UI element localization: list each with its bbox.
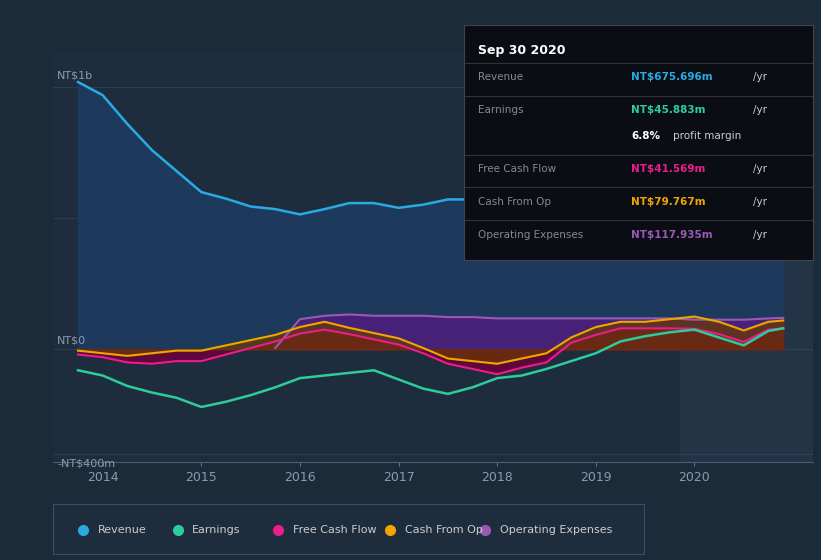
Text: Earnings: Earnings [192, 525, 241, 535]
Text: /yr: /yr [754, 197, 768, 207]
Text: NT$117.935m: NT$117.935m [631, 230, 713, 240]
Text: NT$45.883m: NT$45.883m [631, 105, 706, 115]
Text: Free Cash Flow: Free Cash Flow [478, 164, 556, 174]
Text: /yr: /yr [754, 164, 768, 174]
Text: Earnings: Earnings [478, 105, 523, 115]
Text: Free Cash Flow: Free Cash Flow [293, 525, 376, 535]
Text: Operating Expenses: Operating Expenses [478, 230, 583, 240]
Text: Revenue: Revenue [478, 72, 523, 82]
Text: NT$1b: NT$1b [57, 71, 94, 81]
Text: Cash From Op: Cash From Op [478, 197, 551, 207]
Text: Cash From Op: Cash From Op [405, 525, 483, 535]
Text: /yr: /yr [754, 105, 768, 115]
Text: NT$675.696m: NT$675.696m [631, 72, 713, 82]
Text: profit margin: profit margin [673, 131, 741, 141]
Text: NT$41.569m: NT$41.569m [631, 164, 706, 174]
Text: NT$79.767m: NT$79.767m [631, 197, 706, 207]
Text: Sep 30 2020: Sep 30 2020 [478, 44, 566, 57]
Text: NT$0: NT$0 [57, 335, 86, 345]
Text: 6.8%: 6.8% [631, 131, 660, 141]
Bar [680, 53, 813, 462]
Text: Revenue: Revenue [98, 525, 146, 535]
Text: Operating Expenses: Operating Expenses [500, 525, 612, 535]
Text: /yr: /yr [754, 230, 768, 240]
Text: -NT$400m: -NT$400m [57, 458, 115, 468]
Text: /yr: /yr [754, 72, 768, 82]
